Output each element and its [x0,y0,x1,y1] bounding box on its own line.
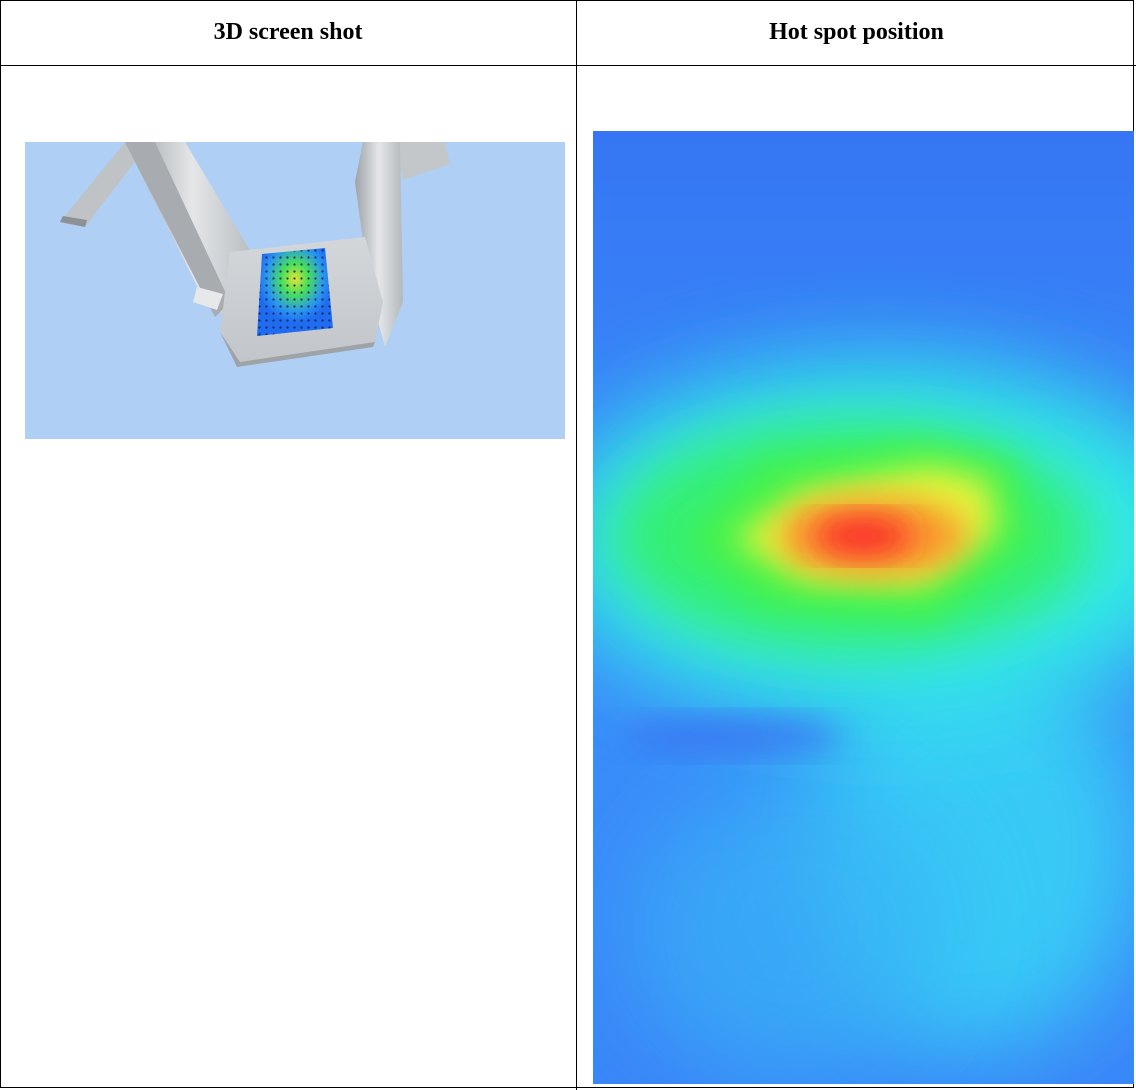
column-header-hot-spot-position: Hot spot position [769,19,944,45]
heatmap-image [593,131,1134,1084]
3d-model-screenshot [25,142,565,439]
header-divider [0,65,1136,66]
column-divider [576,0,577,1090]
column-header-3d-screen-shot: 3D screen shot [213,19,363,45]
